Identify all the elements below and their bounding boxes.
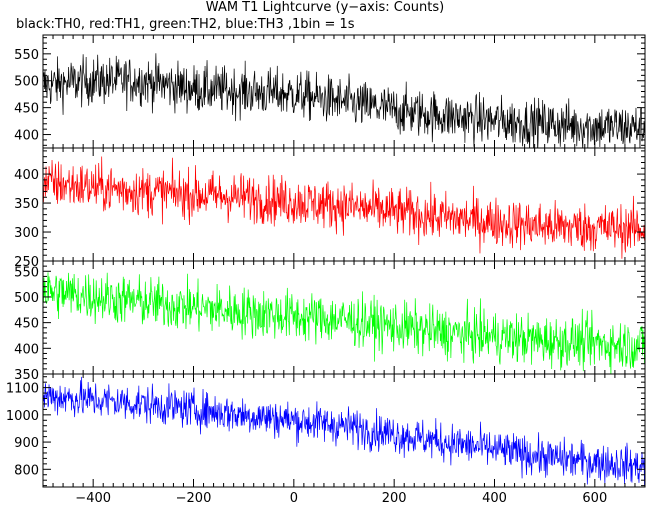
- y-tick-label: 1000: [6, 409, 39, 424]
- y-tick-label: 300: [14, 226, 39, 241]
- y-tick-label: 900: [14, 436, 39, 451]
- panel-frame-th2: [42, 260, 646, 375]
- series-line-th3: [43, 376, 645, 486]
- y-tick-label: 350: [14, 368, 39, 383]
- y-tick-label: 400: [14, 342, 39, 357]
- x-tick-label: 400: [482, 491, 507, 505]
- x-tick-label: −200: [176, 491, 212, 505]
- panel-frame-th3: [42, 373, 646, 488]
- y-tick-label: 500: [14, 75, 39, 90]
- y-tick-label: 450: [14, 317, 39, 332]
- y-tick-label: 450: [14, 102, 39, 117]
- y-tick-label: 800: [14, 463, 39, 478]
- x-tick-label: 0: [290, 491, 298, 505]
- y-tick-label: 500: [14, 291, 39, 306]
- y-tick-label: 550: [14, 48, 39, 63]
- chart-title: WAM T1 Lightcurve (y−axis: Counts): [205, 0, 445, 15]
- y-tick-label: 400: [14, 168, 39, 183]
- x-tick-label: 600: [582, 491, 607, 505]
- chart-subtitle: black:TH0, red:TH1, green:TH2, blue:TH3 …: [16, 17, 355, 32]
- y-tick-label: 350: [14, 197, 39, 212]
- y-tick-label: 250: [14, 255, 39, 270]
- y-tick-label: 550: [14, 265, 39, 280]
- y-tick-label: 1100: [6, 382, 39, 397]
- x-tick-label: −400: [75, 491, 111, 505]
- y-tick-label: 400: [14, 129, 39, 144]
- x-tick-label: 200: [382, 491, 407, 505]
- series-line-th0: [43, 53, 645, 148]
- series-line-th1: [43, 156, 645, 259]
- series-line-th2: [43, 272, 645, 374]
